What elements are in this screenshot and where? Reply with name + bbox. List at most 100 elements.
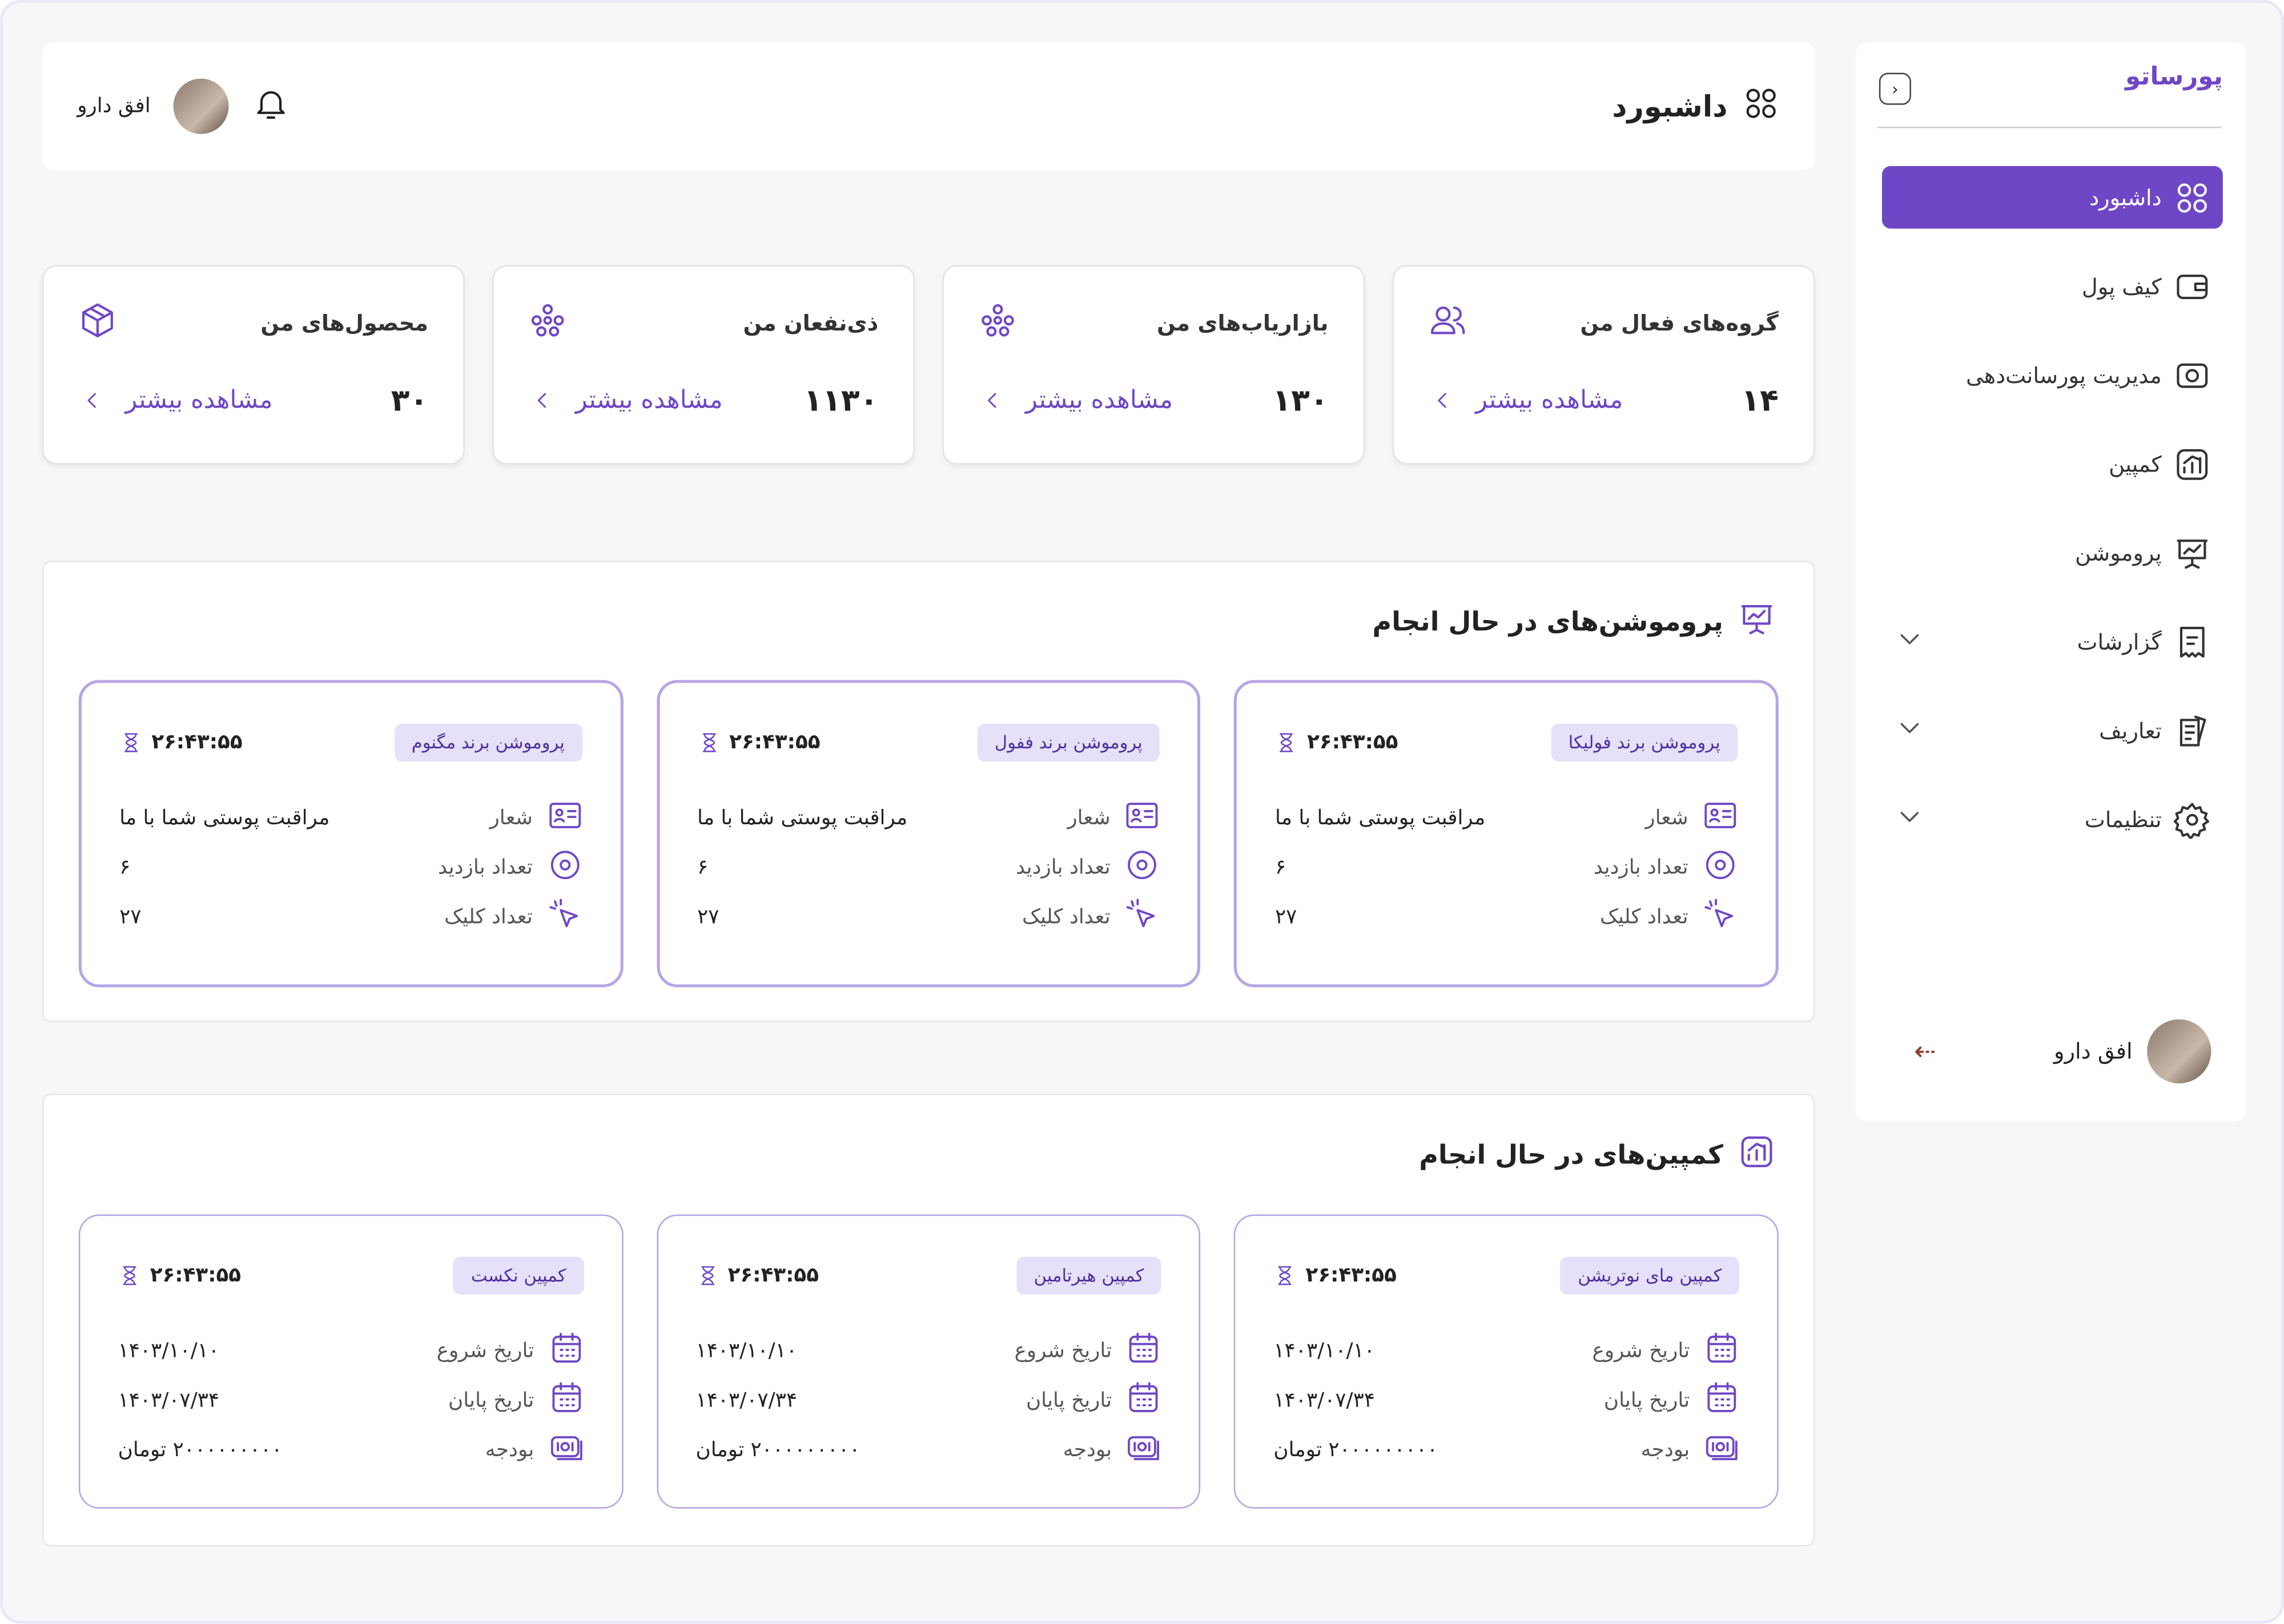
label-text: تاریخ پایان: [448, 1389, 534, 1413]
label-text: شعار: [1645, 807, 1688, 831]
icon: [1280, 733, 1293, 752]
stat-icon: [1429, 301, 1467, 345]
info-value: ۶: [1274, 856, 1286, 880]
icon: [552, 1382, 581, 1412]
item-card: پروموشن برند مگنوم ۲۶:۴۳:۵۵ شعار مراقبت پوس…: [78, 680, 623, 988]
icon: [550, 1436, 582, 1461]
label-text: تعداد بازدید: [1015, 856, 1111, 880]
menu-item[interactable]: کیف پول: [1882, 255, 2223, 317]
icon: [1438, 393, 1446, 408]
view-more-link[interactable]: مشاهده بیشتر: [79, 386, 273, 415]
icon: [1900, 633, 1919, 644]
header-title-group: داشبورد: [1612, 84, 1780, 128]
icon: [258, 91, 286, 119]
sidebar: پورساتو ‹ داشبورد کیف پول مدیریت پورسانت‌د…: [1856, 42, 2246, 1122]
icon: [87, 393, 96, 408]
info-row: تعداد کلیک ۲۷: [1275, 893, 1738, 942]
icon: [1704, 898, 1734, 928]
icon: [1741, 1136, 1772, 1167]
info-row: تاریخ پایان ۱۴۰۳/۰۷/۳۴: [118, 1376, 584, 1426]
info-row: تعداد بازدید ۶: [119, 843, 582, 893]
timer-text: ۲۶:۴۳:۵۵: [1305, 1264, 1397, 1288]
logout-button[interactable]: ⇠: [1914, 1036, 1936, 1067]
menu-item[interactable]: تنظیمات: [1882, 788, 2223, 851]
info-value: ۲۰۰۰۰۰۰۰۰۰ تومان: [1273, 1438, 1438, 1462]
stat-card: ذی‌نفعان من ۱۱۳۰ مشاهده بیشتر: [492, 265, 915, 465]
stat-title: بازاریاب‌های من: [1156, 310, 1329, 337]
icon: [82, 303, 113, 337]
menu-label: پروموشن: [2075, 539, 2162, 566]
section-icon: [1738, 600, 1775, 645]
icon: [2180, 715, 2206, 746]
timer: ۲۶:۴۳:۵۵: [697, 731, 821, 754]
card-top: کمپین نکست ۲۶:۴۳:۵۵: [118, 1256, 584, 1295]
info-row: تعداد کلیک ۲۷: [119, 893, 582, 942]
info-row: تعداد بازدید ۶: [697, 843, 1160, 893]
tag: پروموشن برند فولیکا: [1551, 723, 1738, 762]
stat-icon: [979, 301, 1016, 345]
menu-item[interactable]: مدیریت پورسانت‌دهی: [1882, 344, 2223, 406]
timer-text: ۲۶:۴۳:۵۵: [150, 1264, 242, 1288]
info-value: ۶: [697, 856, 709, 880]
expand-chevron: [1893, 711, 1925, 749]
stat-title: ذی‌نفعان من: [743, 310, 879, 337]
info-row: شعار مراقبت پوستی شما با ما: [697, 793, 1160, 843]
stat-footer: ۱۱۳۰ مشاهده بیشتر: [529, 383, 878, 418]
info-value: ۲۰۰۰۰۰۰۰۰۰ تومان: [695, 1438, 860, 1462]
icon: [1127, 898, 1156, 928]
stat-header: ذی‌نفعان من: [529, 301, 878, 345]
info-label: تعداد کلیک: [1022, 897, 1160, 937]
menu-item[interactable]: داشبورد: [1881, 166, 2223, 229]
notification-button[interactable]: [252, 84, 290, 128]
view-more-link[interactable]: مشاهده بیشتر: [529, 386, 723, 415]
info-icon: [1704, 1430, 1739, 1470]
tag: پروموشن برند مگنوم: [394, 723, 582, 762]
menu-item[interactable]: پروموشن: [1882, 521, 2223, 584]
card-top: کمپین مای نوتریشن ۲۶:۴۳:۵۵: [1273, 1256, 1739, 1295]
header-user: افق دارو: [77, 78, 290, 134]
stat-footer: ۳۰ مشاهده بیشتر: [79, 383, 428, 418]
info-value: ۱۴۰۳/۱۰/۱۰: [695, 1339, 798, 1363]
expand-chevron: [1893, 800, 1925, 838]
label-text: تاریخ شروع: [436, 1339, 534, 1363]
label-text: تعداد بازدید: [1593, 856, 1688, 880]
info-row: بودجه ۲۰۰۰۰۰۰۰۰۰ تومان: [1273, 1425, 1739, 1475]
icon: [1746, 88, 1776, 118]
item-card: کمپین مای نوتریشن ۲۶:۴۳:۵۵ تاریخ شروع ۱۴۰۳/…: [1234, 1214, 1779, 1509]
info-row: تعداد کلیک ۲۷: [697, 893, 1160, 942]
icon: [1128, 1436, 1160, 1461]
icon: [1900, 722, 1919, 733]
info-icon: [1125, 897, 1160, 937]
tag: کمپین نکست: [453, 1256, 584, 1295]
info-icon: [1127, 1331, 1161, 1372]
info-icon: [1125, 798, 1160, 839]
stat-header: بازاریاب‌های من: [979, 301, 1329, 345]
item-card: پروموشن برند فولیکا ۲۶:۴۳:۵۵ شعار مراقبت پو…: [1234, 680, 1779, 988]
info-row: تاریخ شروع ۱۴۰۳/۱۰/۱۰: [1273, 1327, 1739, 1376]
info-value: مراقبت پوستی شما با ما: [1274, 807, 1486, 831]
menu: داشبورد کیف پول مدیریت پورسانت‌دهی کمپین پرو…: [1881, 166, 2223, 877]
timer-text: ۲۶:۴۳:۵۵: [727, 1264, 819, 1288]
info-value: ۱۴۰۳/۰۷/۳۴: [118, 1389, 220, 1413]
info-row: تاریخ پایان ۱۴۰۳/۰۷/۳۴: [696, 1376, 1161, 1426]
menu-item[interactable]: تعاریف: [1882, 699, 2223, 761]
menu-item[interactable]: گزارشات: [1882, 610, 2223, 673]
label-text: تعداد کلیک: [444, 905, 533, 929]
info-label: تاریخ شروع: [1593, 1331, 1739, 1372]
collapse-button[interactable]: ‹: [1879, 72, 1911, 105]
view-more-link[interactable]: مشاهده بیشتر: [1429, 386, 1623, 415]
info-label: تعداد بازدید: [1016, 848, 1160, 888]
icon: [2177, 273, 2208, 299]
icon: [2177, 183, 2207, 212]
info-value: ۶: [119, 856, 131, 880]
label-text: تاریخ شروع: [1592, 1339, 1690, 1363]
menu-item[interactable]: کمپین: [1882, 433, 2223, 495]
info-icon: [1704, 1331, 1739, 1372]
menu-label: مدیریت پورسانت‌دهی: [1966, 361, 2162, 388]
view-more-link[interactable]: مشاهده بیشتر: [979, 386, 1173, 415]
icon: [988, 393, 996, 408]
info-value: ۲۰۰۰۰۰۰۰۰۰ تومان: [118, 1438, 283, 1462]
label-text: بودجه: [1063, 1438, 1112, 1462]
info-row: تعداد بازدید ۶: [1275, 843, 1738, 893]
